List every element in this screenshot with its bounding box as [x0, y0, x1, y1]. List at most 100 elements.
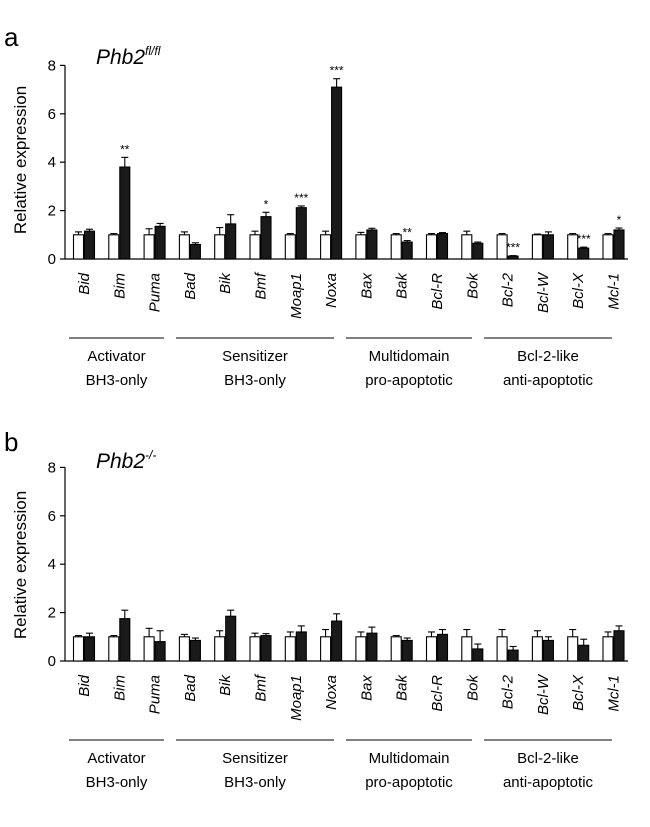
category-Bcl-X: Bcl-X — [567, 628, 590, 711]
category-Bad: Bad — [178, 231, 201, 300]
group-label-line2: pro-apoptotic — [365, 774, 453, 791]
bar-knockout-Bcl-2 — [507, 255, 519, 260]
category-Bmf: * Bmf — [249, 197, 272, 300]
gene-label-Bmf: Bmf — [253, 271, 270, 300]
group-label-line2: BH3-only — [224, 372, 286, 389]
bar-knockout-Puma — [154, 225, 166, 260]
category-Mcl-1: * Mcl-1 — [602, 213, 625, 310]
y-tick-label: 2 — [48, 605, 56, 622]
category-Bcl-R: Bcl-R — [425, 232, 449, 310]
bar-control-Puma — [143, 636, 155, 662]
y-tick-label: 0 — [48, 251, 56, 268]
bar-knockout-Bok — [472, 648, 484, 662]
y-tick-label: 2 — [48, 203, 56, 220]
group-label-line2: pro-apoptotic — [365, 372, 453, 389]
gene-label-Bax: Bax — [358, 675, 375, 701]
group-label-line1: Multidomain — [369, 348, 450, 365]
group-label-line2: anti-apoptotic — [503, 372, 594, 389]
bar-control-Bak — [390, 234, 402, 260]
bar-knockout-Bcl-W — [542, 639, 554, 662]
significance-Bak: ** — [403, 226, 413, 240]
category-Bcl-2: Bcl-2 — [496, 628, 519, 709]
gene-label-Bak: Bak — [394, 272, 411, 299]
bar-knockout-Bcl-X — [578, 644, 590, 662]
gene-label-Bax: Bax — [358, 273, 375, 299]
category-Bcl-W: Bcl-W — [531, 630, 554, 715]
group-label-line2: BH3-only — [224, 774, 286, 791]
gene-label-Bak: Bak — [394, 674, 411, 701]
category-Bcl-W: Bcl-W — [531, 231, 554, 313]
category-Bak: ** Bak — [390, 226, 413, 299]
y-axis-title: Relative expression — [11, 491, 30, 639]
bar-control-Puma — [143, 234, 155, 260]
bar-control-Bik — [214, 234, 226, 260]
bar-control-Moap1 — [284, 234, 296, 260]
significance-Moap1: *** — [294, 191, 308, 205]
gene-label-Bim: Bim — [111, 273, 128, 299]
bar-control-Moap1 — [284, 636, 296, 662]
bar-control-Mcl-1 — [602, 636, 614, 662]
bar-control-Bid — [72, 636, 85, 662]
category-Bik: Bik — [214, 214, 237, 294]
gene-label-Bcl-W: Bcl-W — [535, 673, 552, 715]
bar-knockout-Bcl-W — [542, 234, 554, 260]
panel-label: a — [4, 22, 19, 52]
bar-control-Bcl-W — [531, 636, 543, 662]
bar-control-Bim — [108, 636, 120, 662]
y-tick-label: 4 — [48, 154, 56, 171]
category-Bax: Bax — [355, 626, 378, 701]
group-1: Activator BH3-only — [69, 337, 164, 389]
gene-label-Bok: Bok — [464, 272, 481, 299]
y-tick-label: 8 — [48, 459, 56, 476]
gene-label-Bad: Bad — [182, 272, 199, 299]
bar-knockout-Bad — [189, 639, 201, 662]
category-Noxa: Noxa — [320, 613, 343, 710]
bar-control-Bax — [355, 636, 367, 662]
gene-label-Mcl-1: Mcl-1 — [606, 273, 623, 310]
bar-control-Bad — [178, 234, 190, 260]
gene-label-Bim: Bim — [111, 675, 128, 701]
category-Mcl-1: Mcl-1 — [602, 625, 625, 712]
category-Bak: Bak — [390, 635, 413, 701]
bar-control-Bok — [461, 636, 473, 662]
bar-control-Mcl-1 — [602, 234, 614, 260]
significance-Noxa: *** — [330, 64, 344, 78]
gene-label-Bik: Bik — [217, 272, 234, 294]
bar-control-Bcl-2 — [496, 234, 508, 260]
y-tick-label: 4 — [48, 556, 56, 573]
bar-knockout-Noxa — [331, 620, 343, 662]
category-Puma: Puma — [143, 222, 166, 312]
bar-knockout-Bcl-2 — [507, 649, 519, 662]
gene-label-Noxa: Noxa — [323, 675, 340, 710]
bar-control-Bcl-R — [425, 234, 438, 260]
significance-Bcl-2: *** — [506, 241, 520, 255]
category-Bok: Bok — [461, 230, 484, 299]
bar-knockout-Puma — [154, 641, 166, 662]
gene-label-Moap1: Moap1 — [288, 675, 305, 721]
group-label-line1: Multidomain — [369, 750, 450, 767]
group-label-line2: anti-apoptotic — [503, 774, 594, 791]
bar-control-Bmf — [249, 234, 261, 260]
bar-knockout-Bim — [119, 166, 131, 260]
category-Bax: Bax — [355, 227, 378, 299]
group-1: Activator BH3-only — [69, 739, 164, 791]
bar-control-Bax — [355, 234, 367, 260]
bar-knockout-Bim — [119, 618, 131, 662]
y-tick-label: 8 — [48, 57, 56, 74]
group-label-line1: Sensitizer — [222, 348, 288, 365]
bar-knockout-Bad — [189, 243, 201, 260]
gene-label-Bcl-2: Bcl-2 — [500, 272, 517, 307]
group-label-line1: Activator — [87, 348, 145, 365]
group-3: Multidomain pro-apoptotic — [346, 739, 472, 791]
group-label-line1: Bcl-2-like — [517, 348, 579, 365]
category-Bok: Bok — [461, 628, 484, 701]
bar-control-Bak — [390, 636, 402, 662]
panel-title: Phb2fl/fl — [96, 44, 161, 69]
bar-knockout-Bcl-X — [578, 247, 590, 260]
group-label-line2: BH3-only — [86, 774, 148, 791]
bar-knockout-Bik — [225, 615, 237, 662]
bar-control-Bcl-2 — [496, 636, 508, 662]
group-label-line1: Activator — [87, 750, 145, 767]
gene-label-Bcl-W: Bcl-W — [535, 271, 552, 313]
category-Bmf: Bmf — [249, 632, 272, 702]
